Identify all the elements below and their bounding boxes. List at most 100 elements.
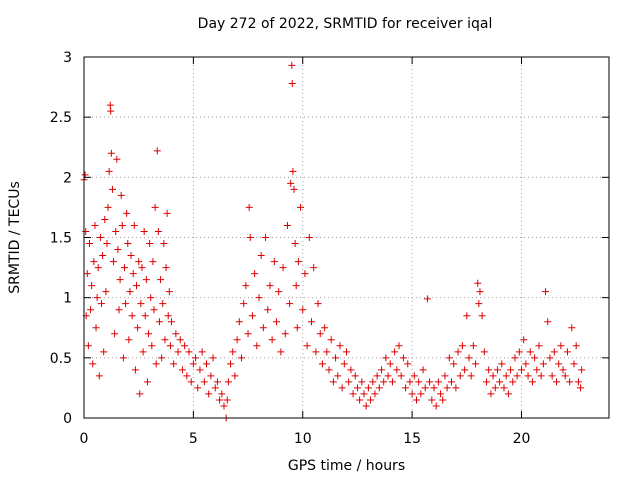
data-point bbox=[174, 348, 182, 356]
data-point bbox=[297, 203, 305, 211]
x-tick-label: 20 bbox=[513, 431, 531, 447]
data-point bbox=[96, 234, 104, 241]
data-point bbox=[270, 258, 278, 266]
data-point bbox=[568, 324, 576, 332]
data-point bbox=[456, 372, 464, 380]
data-point bbox=[209, 354, 217, 362]
data-point bbox=[318, 360, 326, 368]
data-point bbox=[207, 372, 215, 380]
data-point bbox=[158, 354, 166, 362]
data-point bbox=[87, 306, 95, 314]
data-point bbox=[336, 342, 344, 350]
data-point bbox=[108, 185, 116, 193]
data-point bbox=[415, 378, 423, 386]
data-point bbox=[574, 378, 582, 386]
data-point bbox=[454, 348, 462, 356]
data-point bbox=[277, 348, 285, 356]
data-point bbox=[378, 366, 385, 374]
data-point bbox=[391, 348, 399, 356]
data-point bbox=[428, 396, 436, 404]
data-point bbox=[443, 384, 451, 392]
data-point bbox=[373, 372, 381, 380]
data-point bbox=[88, 282, 96, 290]
data-point bbox=[203, 360, 210, 368]
data-point bbox=[161, 336, 169, 344]
data-point bbox=[369, 378, 377, 386]
data-point bbox=[476, 288, 484, 296]
data-point bbox=[101, 215, 109, 223]
data-point bbox=[399, 354, 407, 362]
data-point bbox=[351, 372, 359, 380]
data-point bbox=[233, 336, 241, 344]
data-point bbox=[408, 390, 416, 398]
data-point bbox=[120, 264, 128, 272]
data-point bbox=[349, 390, 357, 398]
data-point bbox=[338, 384, 346, 392]
data-point bbox=[513, 372, 521, 380]
data-point bbox=[334, 372, 342, 380]
data-point bbox=[386, 360, 394, 368]
data-point bbox=[299, 306, 307, 314]
data-point bbox=[520, 336, 528, 344]
data-point bbox=[83, 270, 91, 278]
data-point bbox=[153, 147, 161, 155]
data-point bbox=[511, 354, 519, 362]
data-point bbox=[362, 402, 370, 410]
data-point bbox=[410, 372, 418, 380]
data-point bbox=[518, 366, 525, 374]
data-point bbox=[187, 378, 195, 386]
data-point bbox=[268, 336, 276, 344]
data-point bbox=[137, 300, 145, 308]
data-point bbox=[515, 348, 523, 356]
data-point bbox=[130, 221, 138, 229]
data-point bbox=[183, 372, 191, 380]
data-point bbox=[323, 348, 331, 356]
data-point bbox=[192, 354, 200, 362]
data-point bbox=[154, 227, 162, 235]
data-point bbox=[439, 396, 447, 404]
data-point bbox=[102, 288, 110, 296]
data-point bbox=[105, 167, 113, 175]
data-point bbox=[432, 402, 440, 410]
y-tick-label: 0.5 bbox=[50, 351, 72, 367]
data-point bbox=[472, 360, 480, 368]
data-point bbox=[498, 360, 506, 368]
chart-title: Day 272 of 2022, SRMTID for receiver iqa… bbox=[197, 16, 493, 32]
data-point bbox=[417, 390, 425, 398]
data-point bbox=[360, 390, 368, 398]
data-point bbox=[478, 312, 486, 320]
data-point bbox=[493, 366, 501, 374]
data-point bbox=[99, 252, 107, 260]
data-point bbox=[406, 378, 414, 386]
data-point bbox=[483, 378, 490, 386]
data-point bbox=[437, 390, 445, 398]
data-point bbox=[103, 240, 111, 248]
data-point bbox=[448, 378, 455, 386]
data-point bbox=[150, 306, 158, 314]
data-point bbox=[240, 300, 248, 308]
data-points bbox=[80, 61, 586, 422]
data-point bbox=[134, 324, 142, 332]
data-point bbox=[312, 348, 320, 356]
data-point bbox=[316, 330, 324, 338]
data-point bbox=[559, 366, 567, 374]
data-point bbox=[227, 360, 235, 368]
data-point bbox=[143, 378, 151, 386]
data-point bbox=[124, 240, 132, 248]
data-point bbox=[301, 270, 309, 278]
data-point bbox=[255, 294, 263, 302]
data-point bbox=[155, 318, 163, 326]
data-point bbox=[111, 330, 119, 338]
data-point bbox=[140, 227, 148, 235]
y-tick-label: 1 bbox=[63, 291, 72, 307]
data-point bbox=[266, 282, 274, 290]
data-point bbox=[181, 342, 189, 350]
data-point bbox=[176, 336, 184, 344]
data-point bbox=[426, 378, 434, 386]
data-point bbox=[189, 360, 197, 368]
y-tick-label: 2 bbox=[63, 170, 72, 186]
y-tick-label: 1.5 bbox=[50, 231, 72, 247]
data-point bbox=[133, 282, 140, 290]
y-tick-label: 3 bbox=[63, 50, 72, 66]
data-point bbox=[205, 390, 213, 398]
